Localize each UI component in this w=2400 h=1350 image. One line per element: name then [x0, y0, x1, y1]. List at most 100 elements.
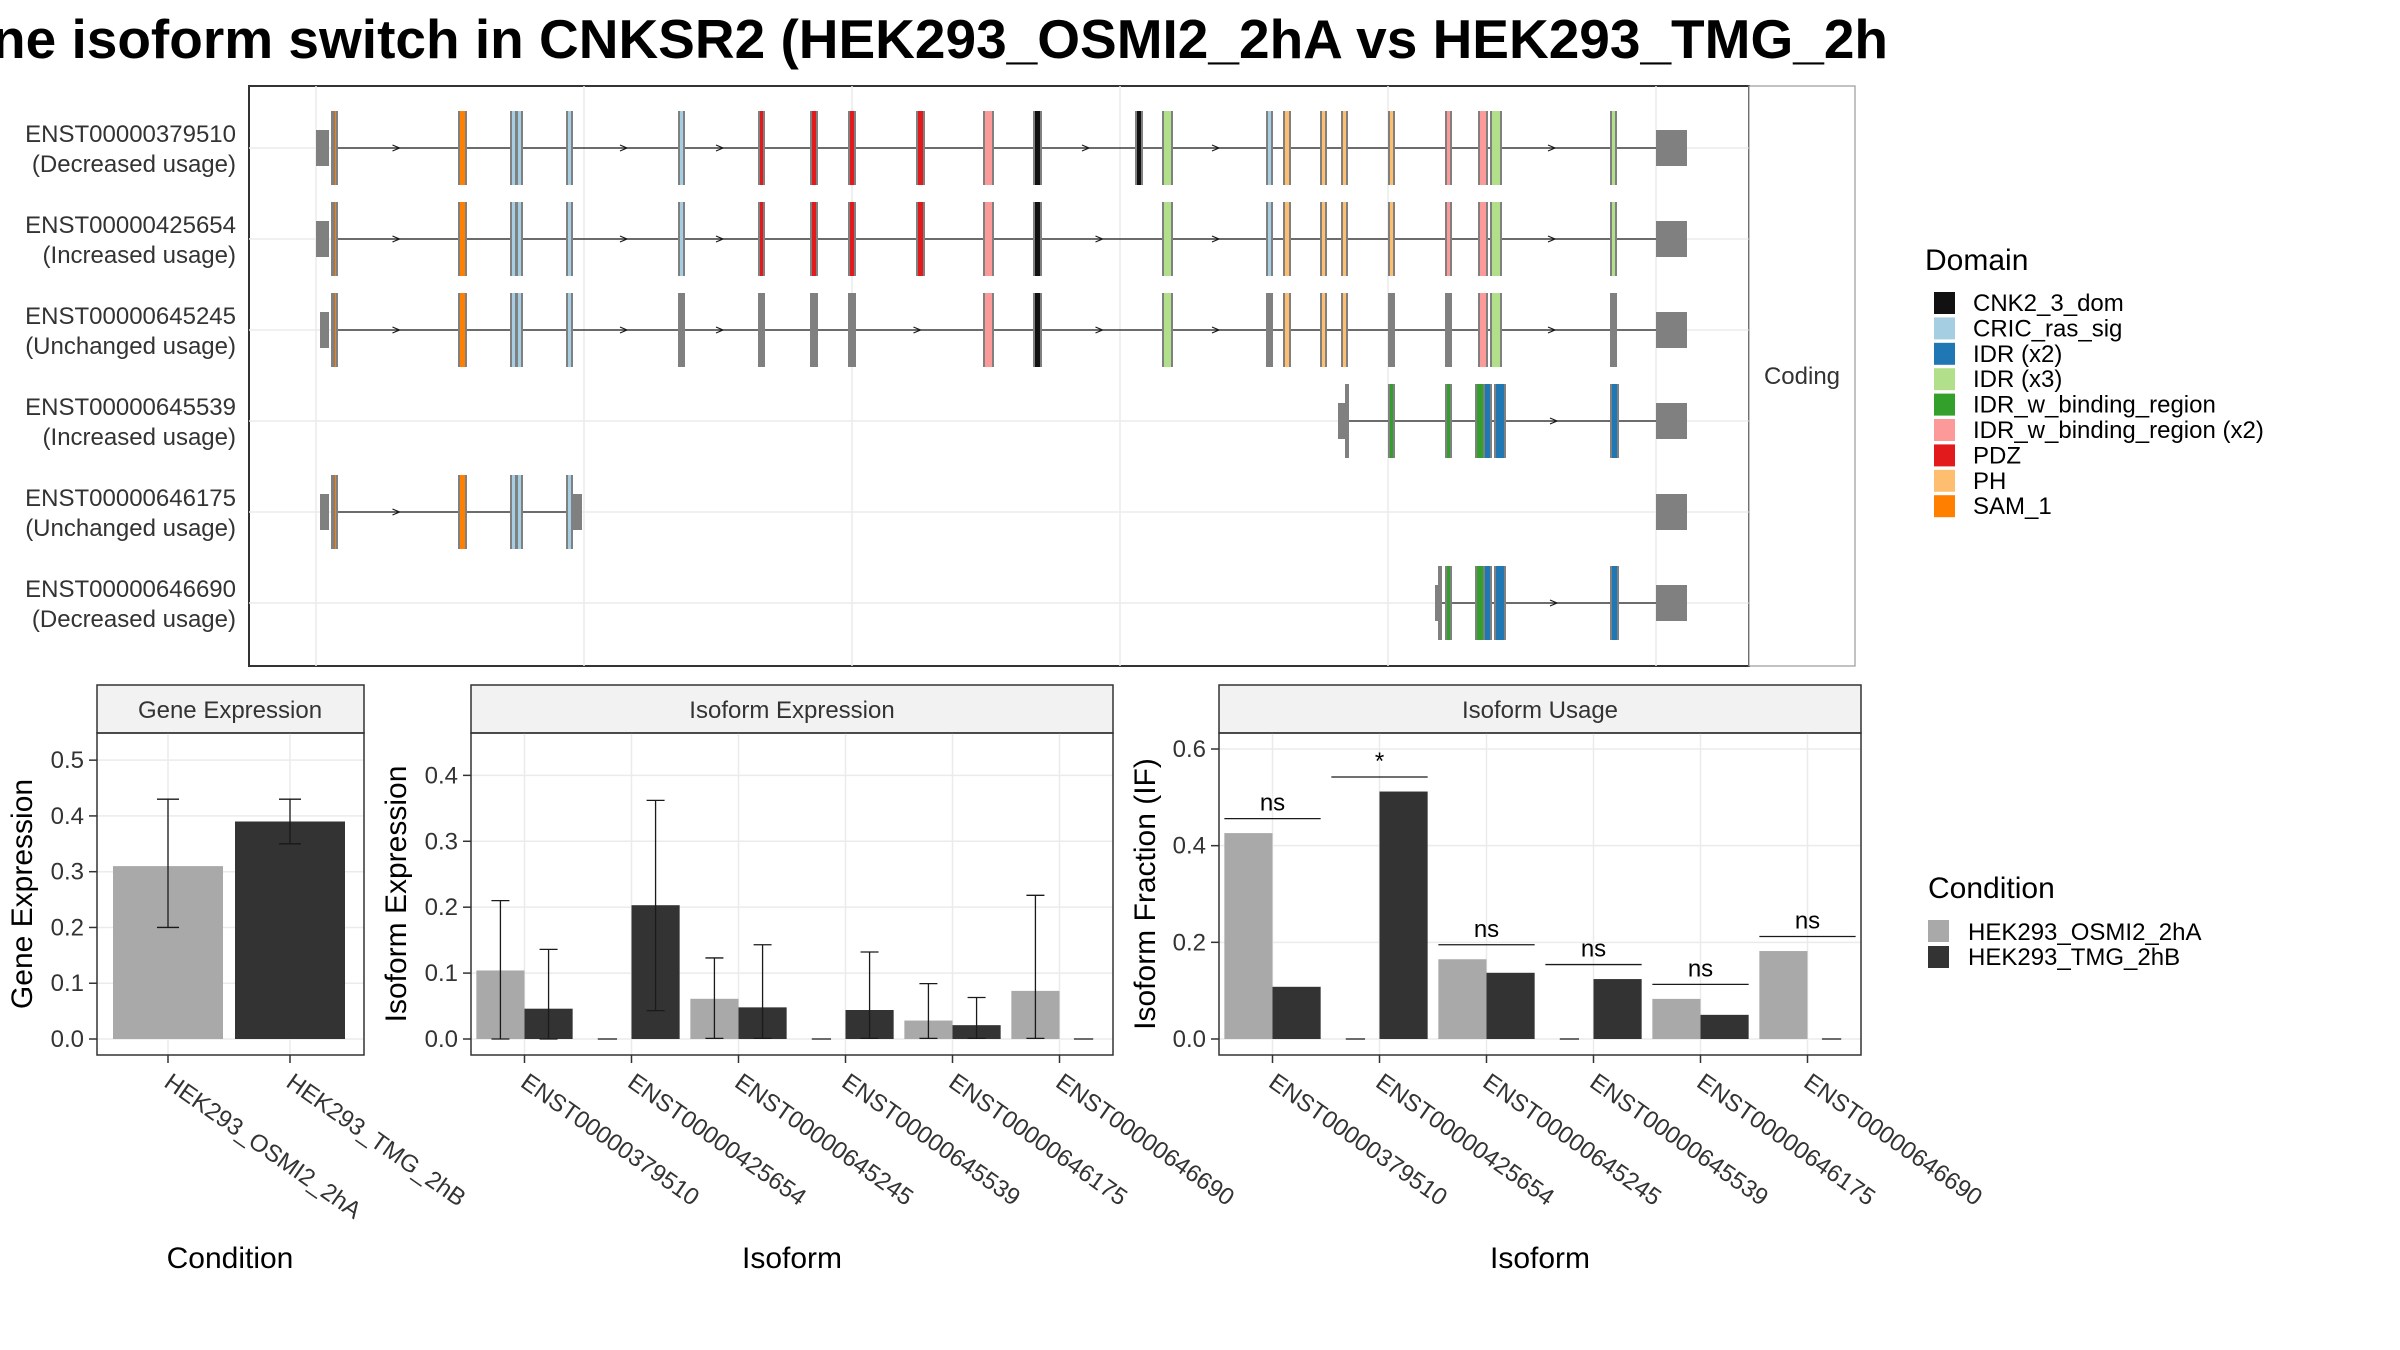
transcript-row-ENST00000646690: [1435, 566, 1687, 640]
transcript-status-label: (Decreased usage): [32, 606, 236, 633]
y-tick-label: 0.0: [1173, 1026, 1206, 1053]
bar-ENST00000645245-HEK293_TMG_2hB: [1486, 972, 1535, 1039]
domain-block: [518, 202, 521, 276]
transcript-panel: Coding ENST00000379510 (Decreased usage) E…: [25, 85, 1856, 667]
domain-legend-label: IDR_w_binding_region: [1973, 392, 2216, 419]
exon-block-start: [331, 475, 335, 549]
bar-ENST00000646690-HEK293_OSMI2_2hA: [1759, 951, 1808, 1039]
domain-block: [850, 202, 854, 276]
x-tick-label: ENST00000646690: [1051, 1068, 1239, 1211]
domain-block: [1447, 566, 1450, 640]
domain-block: [1343, 293, 1346, 367]
domain-block: [568, 475, 571, 549]
domain-block: [680, 111, 683, 185]
transcript-row-ENST00000646175: [320, 475, 1687, 549]
x-tick-label: ENST00000379510: [1264, 1068, 1452, 1211]
domain-legend-label: IDR (x3): [1973, 366, 2062, 393]
utr-block-3prime: [1656, 130, 1687, 166]
x-tick-label: ENST00000425654: [1371, 1068, 1559, 1211]
direction-arrow: [1095, 326, 1105, 334]
domain-block: [1322, 293, 1325, 367]
domain-legend-label: CNK2_3_dom: [1973, 290, 2124, 317]
x-tick-label: HEK293_OSMI2_2hA: [159, 1068, 366, 1224]
utr-block: [1338, 403, 1347, 439]
domain-block: [1137, 111, 1141, 185]
x-tick-label: ENST00000645539: [837, 1068, 1025, 1211]
transcript-id-label: ENST00000645245: [25, 303, 236, 330]
bar-ENST00000379510-HEK293_TMG_2hB: [1272, 986, 1321, 1039]
domain-block: [985, 293, 992, 367]
domain-block: [1285, 293, 1289, 367]
domain-block: [518, 293, 521, 367]
exon-block-start: [1438, 566, 1442, 640]
domain-block: [812, 111, 816, 185]
direction-arrow: [619, 235, 629, 243]
x-tick-label: ENST00000645539: [1585, 1068, 1773, 1211]
x-tick-label: ENST00000379510: [516, 1068, 704, 1211]
direction-arrow: [1211, 326, 1221, 334]
significance-label: ns: [1260, 790, 1285, 817]
transcript-id-label: ENST00000379510: [25, 121, 236, 148]
domain-block: [812, 202, 816, 276]
transcript-id-label: ENST00000645539: [25, 394, 236, 421]
exon-block-start: [331, 111, 335, 185]
transcript-status-label: (Unchanged usage): [25, 333, 236, 360]
domain-block: [1447, 293, 1450, 367]
domain-block: [1485, 384, 1490, 458]
direction-arrow: [715, 235, 725, 243]
utr-block-3prime: [1656, 585, 1687, 621]
condition-legend-swatch-b: [1928, 946, 1949, 968]
domain-block: [460, 475, 465, 549]
domain-block: [460, 293, 465, 367]
domain-block: [1164, 202, 1171, 276]
x-tick-label: ENST00000646175: [944, 1068, 1132, 1211]
direction-arrow: [1081, 144, 1091, 152]
domain-block: [1480, 202, 1486, 276]
x-axis-label-condition: Condition: [167, 1242, 294, 1275]
domain-block: [1268, 111, 1271, 185]
domain-block: [1035, 202, 1040, 276]
x-axis-label-isoform-expression: Isoform: [742, 1242, 842, 1275]
direction-arrow: [392, 326, 402, 334]
domain-block: [512, 475, 515, 549]
transcript-row-ENST00000645539: [1338, 384, 1687, 458]
figure-title: ne isoform switch in CNKSR2 (HEK293_OSMI…: [0, 8, 1888, 70]
domain-legend-swatch: [1934, 469, 1955, 492]
condition-legend-title: Condition: [1928, 872, 2055, 905]
domain-block: [1612, 111, 1615, 185]
domain-block: [760, 293, 763, 367]
domain-block: [1268, 202, 1271, 276]
domain-block: [1485, 566, 1490, 640]
transcript-status-label: (Increased usage): [43, 424, 236, 451]
domain-legend-swatch: [1934, 368, 1955, 391]
domain-block: [1447, 111, 1450, 185]
utr-block-3prime: [1656, 312, 1687, 348]
condition-legend-label-b: HEK293_TMG_2hB: [1968, 944, 2180, 971]
y-tick-label: 0.2: [1173, 929, 1206, 956]
domain-block: [760, 202, 763, 276]
transcript-row-ENST00000379510: [316, 111, 1687, 185]
domain-legend-swatch: [1934, 495, 1955, 518]
domain-block: [1492, 293, 1500, 367]
y-tick-label: 0.4: [51, 803, 84, 830]
direction-arrow: [715, 326, 725, 334]
isoform-expression-panel: Isoform Expression 0.0 0.1 0.2 0.3 0.4 ENST00…: [380, 684, 1239, 1275]
domain-block: [460, 202, 465, 276]
domain-block: [1496, 384, 1504, 458]
y-tick-label: 0.2: [51, 914, 84, 941]
domain-block: [1322, 111, 1325, 185]
condition-legend: Condition HEK293_OSMI2_2hA HEK293_TMG_2h…: [1928, 872, 2201, 971]
y-tick-label: 0.1: [425, 960, 458, 987]
domain-legend-swatch: [1934, 317, 1955, 340]
domain-block: [1343, 111, 1346, 185]
direction-arrow: [1549, 417, 1559, 425]
panel-title-gene-expression: Gene Expression: [138, 697, 322, 724]
domain-legend-label: IDR (x2): [1973, 341, 2062, 368]
transcript-row-ENST00000425654: [316, 202, 1687, 276]
bar-ENST00000645539-HEK293_TMG_2hB: [1593, 979, 1642, 1039]
domain-block: [568, 202, 571, 276]
utr-block: [320, 494, 329, 530]
domain-legend-swatch: [1934, 393, 1955, 416]
utr-block: [1435, 585, 1439, 621]
utr-block-3prime: [1656, 494, 1687, 530]
